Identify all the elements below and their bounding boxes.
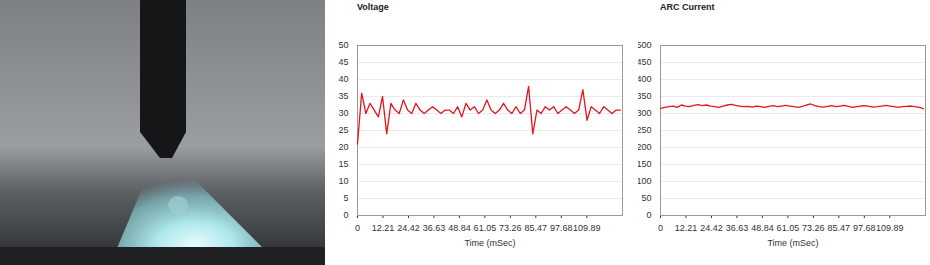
- svg-text:200: 200: [638, 142, 652, 152]
- svg-text:25: 25: [338, 125, 348, 135]
- svg-text:15: 15: [338, 159, 348, 169]
- svg-text:109.89: 109.89: [876, 223, 904, 233]
- svg-text:50: 50: [641, 193, 651, 203]
- svg-text:109.89: 109.89: [573, 223, 601, 233]
- svg-text:97.68: 97.68: [853, 223, 876, 233]
- svg-text:36.63: 36.63: [726, 223, 749, 233]
- svg-text:0: 0: [646, 210, 651, 220]
- svg-text:20: 20: [338, 142, 348, 152]
- svg-text:0: 0: [658, 223, 663, 233]
- svg-text:97.68: 97.68: [550, 223, 573, 233]
- svg-text:61.05: 61.05: [777, 223, 800, 233]
- svg-text:350: 350: [638, 91, 652, 101]
- svg-text:73.26: 73.26: [499, 223, 522, 233]
- svg-text:12.21: 12.21: [675, 223, 698, 233]
- svg-text:5: 5: [343, 193, 348, 203]
- svg-text:0: 0: [343, 210, 348, 220]
- svg-text:300: 300: [638, 108, 652, 118]
- svg-text:48.84: 48.84: [448, 223, 471, 233]
- svg-text:35: 35: [338, 91, 348, 101]
- svg-text:12.21: 12.21: [372, 223, 395, 233]
- svg-text:Time (mSec): Time (mSec): [767, 238, 818, 248]
- svg-text:85.47: 85.47: [828, 223, 851, 233]
- svg-text:36.63: 36.63: [423, 223, 446, 233]
- svg-text:50: 50: [338, 40, 348, 50]
- svg-text:40: 40: [338, 74, 348, 84]
- svg-text:150: 150: [638, 159, 652, 169]
- svg-text:10: 10: [338, 176, 348, 186]
- svg-text:73.26: 73.26: [802, 223, 825, 233]
- svg-text:100: 100: [638, 176, 652, 186]
- svg-text:85.47: 85.47: [525, 223, 548, 233]
- svg-text:61.05: 61.05: [474, 223, 497, 233]
- svg-text:450: 450: [638, 57, 652, 67]
- svg-text:Time (mSec): Time (mSec): [464, 238, 515, 248]
- svg-text:30: 30: [338, 108, 348, 118]
- svg-text:24.42: 24.42: [397, 223, 420, 233]
- svg-text:0: 0: [355, 223, 360, 233]
- svg-text:45: 45: [338, 57, 348, 67]
- svg-text:48.84: 48.84: [751, 223, 774, 233]
- svg-text:400: 400: [638, 74, 652, 84]
- svg-text:250: 250: [638, 125, 652, 135]
- html-text:ARC Current: ARC Current: [660, 2, 715, 12]
- svg-text:24.42: 24.42: [700, 223, 723, 233]
- html-text:Voltage: Voltage: [357, 2, 389, 12]
- svg-text:500: 500: [638, 40, 652, 50]
